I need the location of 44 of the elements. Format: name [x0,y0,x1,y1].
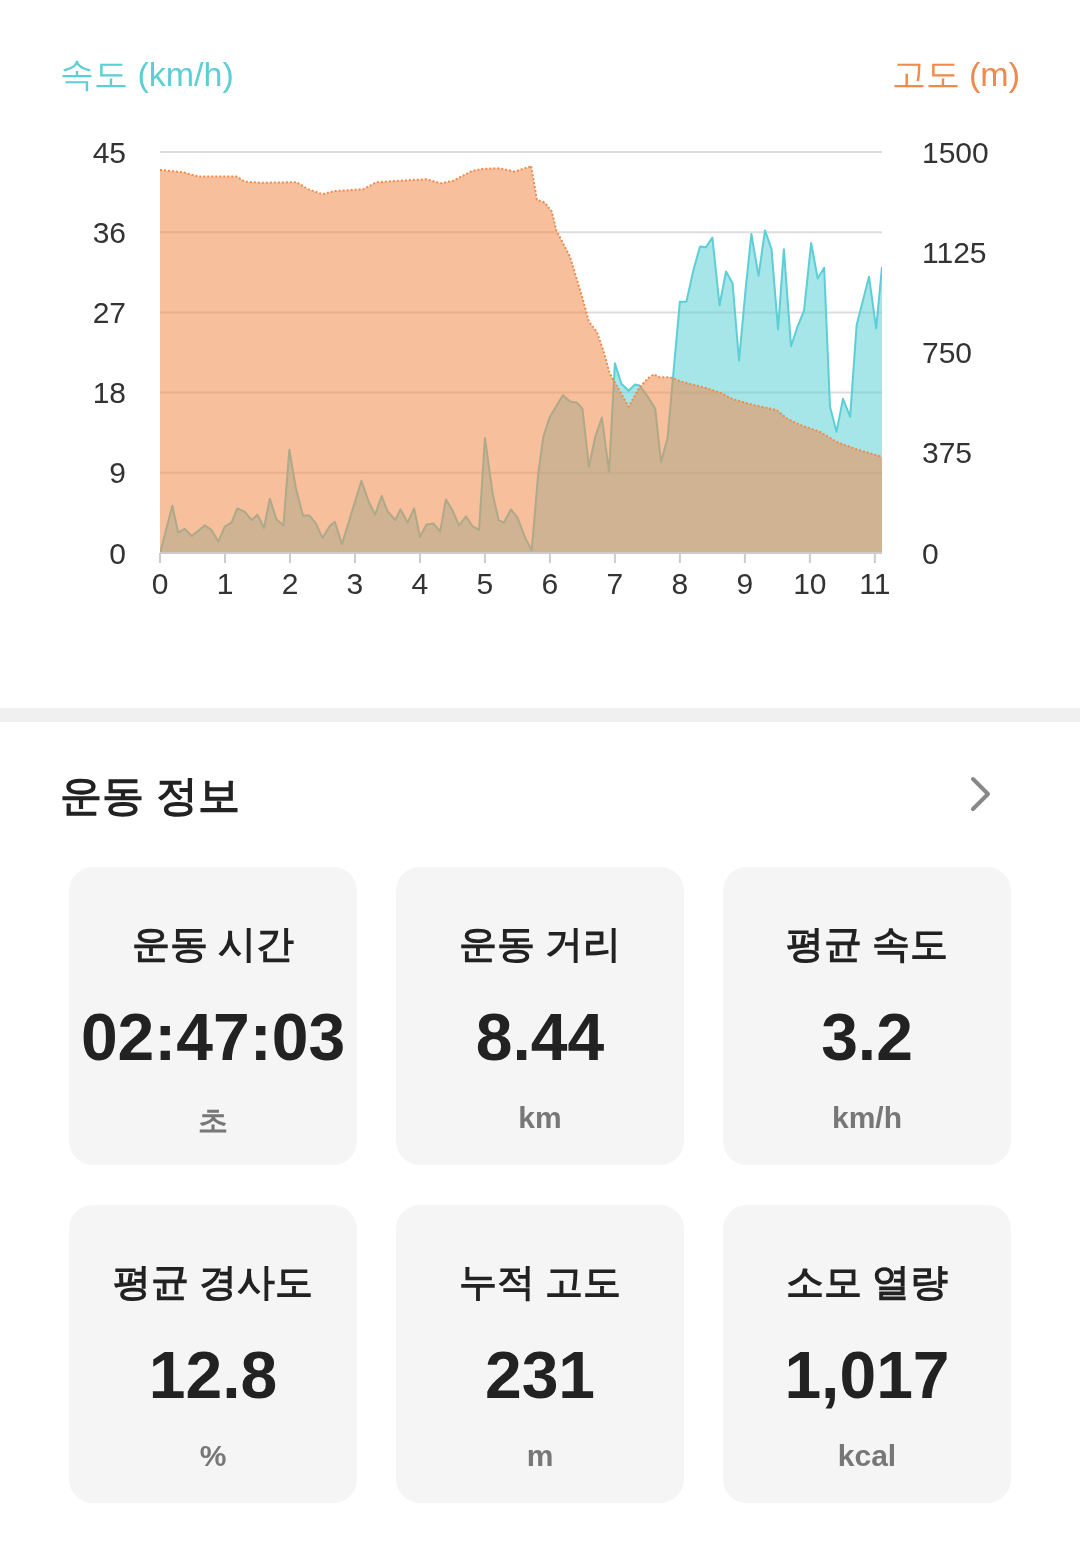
x-tick-label: 7 [606,567,624,601]
y-tick-label: 0 [109,536,126,570]
y-axis-title: 속도 (km/h) [60,54,234,95]
text: 12.8 [147,1337,279,1413]
x-tick-label: 8 [671,567,689,601]
text: 운동 시간 [130,922,296,967]
text: 소모 열량 [784,1260,950,1305]
text: % [198,1439,228,1473]
y2-tick-label: 750 [922,336,973,370]
x-tick-label: 6 [541,567,559,601]
y2-tick-label: 0 [922,536,939,570]
x-tick-label: 2 [281,567,299,601]
text: 운동 거리 [457,922,623,967]
text: 231 [483,1337,597,1413]
y2-tick-label: 1125 [922,235,987,269]
text: 운동 정보 [60,771,240,821]
text: 누적 고도 [457,1260,623,1305]
text: 3.2 [820,999,914,1075]
x-tick-label: 3 [346,567,364,601]
x-tick-label: 4 [411,567,429,601]
text: 평균 속도 [784,922,950,967]
x-tick-label: 0 [151,567,169,601]
text: km [517,1101,563,1135]
x-tick-label: 10 [793,567,827,601]
text: 평균 경사도 [111,1260,315,1305]
text: 8.44 [474,999,606,1075]
y2-tick-label: 375 [922,436,973,470]
y-tick-label: 27 [92,296,126,330]
x-tick-label: 11 [859,567,891,601]
text: 초 [197,1103,229,1139]
y-tick-label: 18 [92,376,126,410]
y-tick-label: 36 [92,215,126,249]
y-tick-label: 45 [92,135,126,169]
y2-axis-title: 고도 (m) [891,54,1020,95]
text: 1,017 [783,1337,951,1413]
text: kcal [836,1439,898,1473]
text: 02:47:03 [79,999,347,1075]
x-tick-label: 9 [736,567,754,601]
text: km/h [831,1101,903,1135]
y2-tick-label: 1500 [922,135,989,169]
text: m [525,1439,555,1473]
x-tick-label: 5 [476,567,494,601]
x-tick-label: 1 [216,567,234,601]
y-tick-label: 9 [109,456,126,490]
